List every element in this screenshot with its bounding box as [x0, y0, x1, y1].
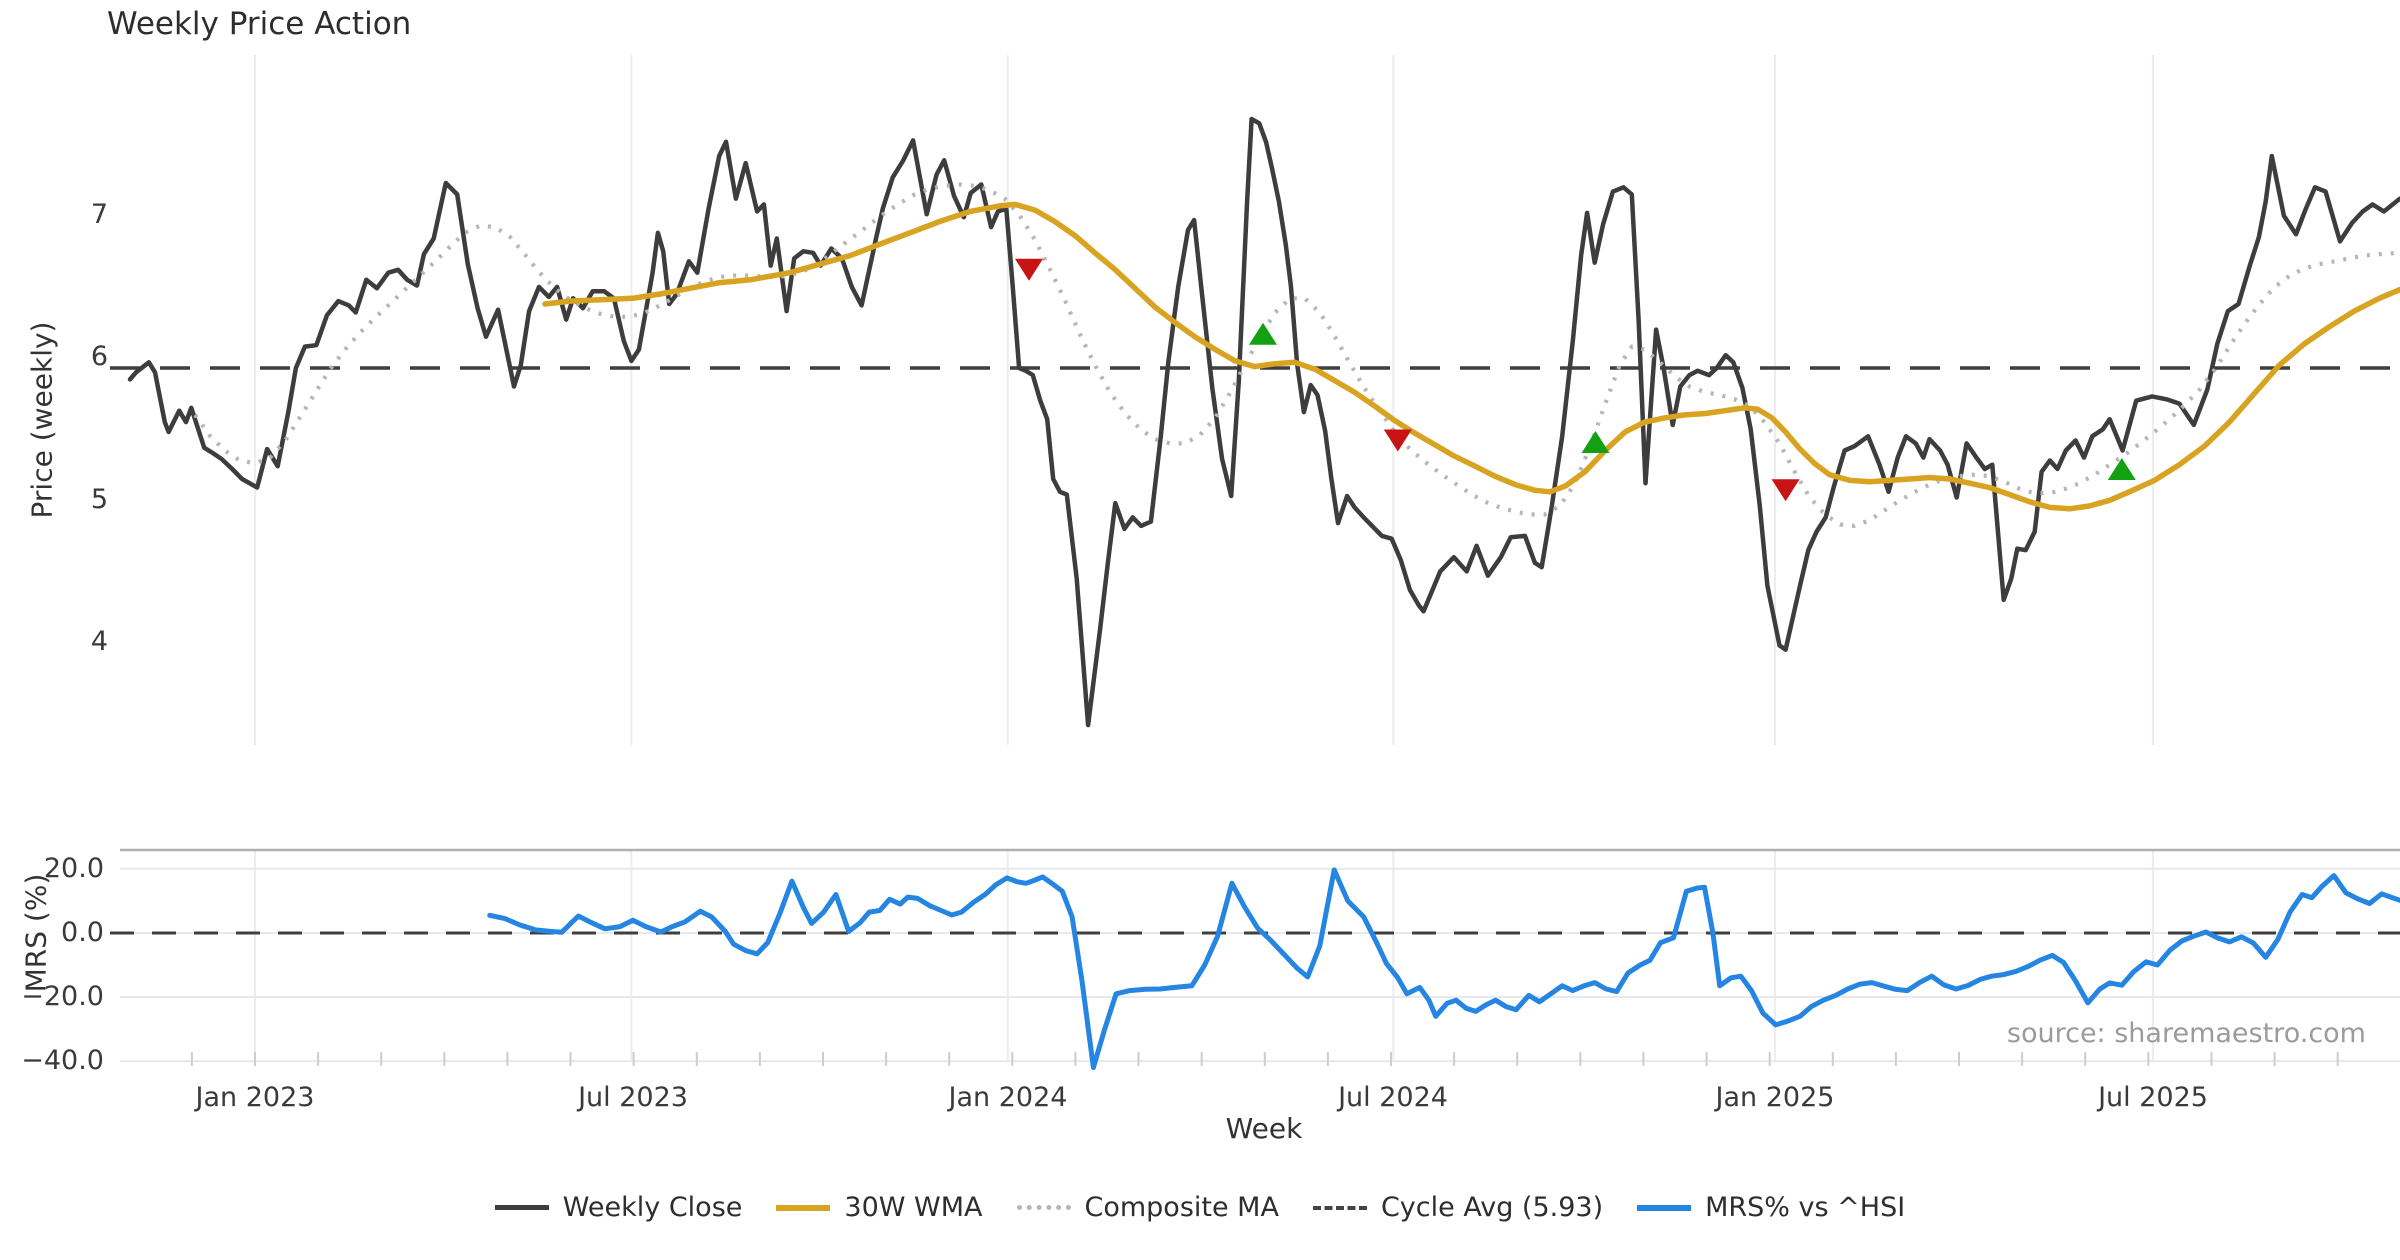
- sell-signal-marker: [1771, 479, 1800, 502]
- price-y-axis-label: Price (weekly): [25, 321, 59, 519]
- mrs-ytick-0: 0.0: [61, 917, 104, 948]
- legend-label: Composite MA: [1084, 1192, 1279, 1223]
- legend: Weekly Close 30W WMA Composite MA Cycle …: [0, 1192, 2400, 1223]
- page-title: Weekly Price Action: [107, 6, 412, 42]
- price-ytick-6: 6: [90, 341, 108, 372]
- mrs-ytick-neg40: −40.0: [21, 1045, 104, 1076]
- legend-label: 30W WMA: [844, 1192, 983, 1223]
- legend-label: MRS% vs ^HSI: [1705, 1192, 1906, 1223]
- weekly-close-line-swatch-icon: [494, 1205, 549, 1210]
- sell-signal-marker: [1383, 429, 1412, 452]
- buy-signal-marker: [1581, 431, 1610, 453]
- price-ytick-7: 7: [90, 199, 108, 230]
- source-attribution: source: sharemaestro.com: [2006, 1018, 2366, 1049]
- buy-signal-marker: [2107, 458, 2136, 480]
- x-tick-jan-2025: Jan 2025: [1715, 1082, 1835, 1113]
- mrs-y-axis-label: MRS (%): [19, 873, 53, 993]
- x-tick-jul-2024: Jul 2024: [1338, 1082, 1448, 1113]
- mrs-ytick-neg20: −20.0: [21, 981, 104, 1012]
- cycle-avg-line-swatch-icon: [1312, 1205, 1367, 1210]
- wma-line-swatch-icon: [776, 1204, 831, 1211]
- composite-ma-line-swatch-icon: [1016, 1205, 1071, 1210]
- legend-label: Weekly Close: [562, 1192, 743, 1223]
- legend-item-weekly-close: Weekly Close: [494, 1192, 743, 1223]
- legend-item-30w-wma: 30W WMA: [776, 1192, 983, 1223]
- x-tick-jul-2023: Jul 2023: [578, 1082, 688, 1113]
- wma-30w-line: [542, 201, 2400, 512]
- sell-signal-marker: [1015, 258, 1043, 281]
- x-tick-jul-2025: Jul 2025: [2098, 1082, 2208, 1113]
- x-tick-jan-2024: Jan 2024: [948, 1082, 1068, 1113]
- mrs-line-swatch-icon: [1637, 1204, 1692, 1211]
- legend-label: Cycle Avg (5.93): [1380, 1192, 1604, 1223]
- price-ytick-5: 5: [90, 484, 108, 515]
- x-axis-label: Week: [1225, 1112, 1303, 1145]
- mrs-line: [487, 867, 2400, 1070]
- legend-item-cycle-avg: Cycle Avg (5.93): [1312, 1192, 1604, 1223]
- legend-item-mrs: MRS% vs ^HSI: [1637, 1192, 1905, 1223]
- buy-signal-marker: [1249, 322, 1277, 345]
- x-tick-jan-2023: Jan 2023: [195, 1082, 315, 1113]
- price-ytick-4: 4: [90, 626, 108, 657]
- legend-item-composite-ma: Composite MA: [1016, 1192, 1279, 1223]
- mrs-ytick-20: 20.0: [43, 853, 104, 884]
- weekly-close-line: [127, 116, 2400, 728]
